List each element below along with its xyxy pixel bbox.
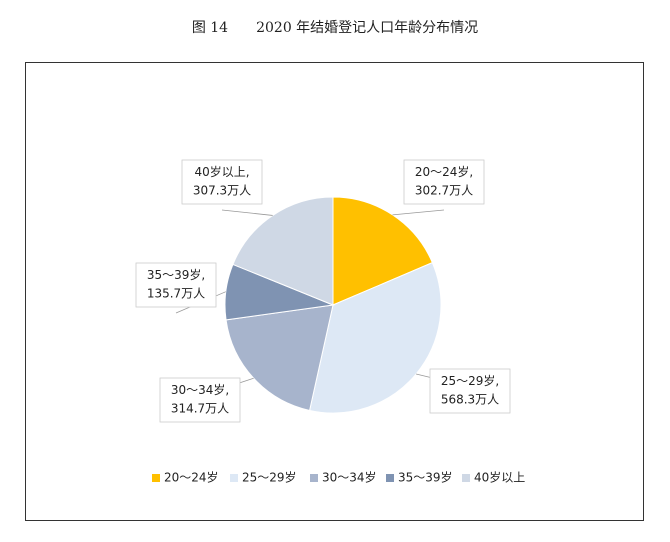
legend-swatch (462, 474, 470, 482)
legend-label: 30～34岁 (322, 470, 377, 485)
data-label-category: 30～34岁, (171, 382, 229, 397)
data-label-box (135, 262, 217, 308)
data-label-category: 40岁以上, (194, 164, 249, 179)
separator: , (469, 165, 473, 179)
legend-swatch (386, 474, 394, 482)
legend-swatch (310, 474, 318, 482)
legend-label: 20～24岁 (164, 470, 219, 485)
data-label-value: 135.7万人 (147, 287, 205, 301)
separator: , (246, 165, 250, 179)
pie-slice (225, 304, 334, 412)
data-label-category: 35～39岁, (147, 267, 205, 282)
data-label-box (159, 377, 241, 423)
data-label-value: 302.7万人 (415, 184, 473, 198)
data-label-box (429, 368, 511, 414)
leader-line (221, 209, 273, 216)
pie-slice (332, 196, 434, 306)
chart-frame (25, 62, 644, 521)
pie-slice (308, 261, 442, 414)
category: 40岁以上 (194, 164, 245, 179)
legend-swatch (230, 474, 238, 482)
category: 35～39岁 (147, 267, 202, 282)
data-label-box (181, 159, 263, 205)
legend-label: 40岁以上 (474, 470, 525, 485)
legend-swatch (152, 474, 160, 482)
chart-title: 图 14 2020 年结婚登记人口年龄分布情况 (192, 20, 478, 36)
data-label-value: 568.3万人 (441, 393, 499, 407)
data-label-value: 307.3万人 (193, 184, 251, 198)
category: 30～34岁 (171, 382, 226, 397)
category: 25～29岁 (441, 373, 496, 388)
data-label-value: 314.7万人 (171, 402, 229, 416)
leader-line (392, 209, 445, 216)
data-label-category: 20～24岁, (415, 164, 473, 179)
data-label-box (403, 159, 485, 205)
separator: , (495, 374, 499, 388)
separator: , (201, 268, 205, 282)
category: 20～24岁 (415, 164, 470, 179)
data-label-category: 25～29岁, (441, 373, 499, 388)
legend-label: 25～29岁 (242, 470, 297, 485)
separator: , (225, 383, 229, 397)
legend-label: 35～39岁 (398, 470, 453, 485)
pie-slice (232, 196, 334, 306)
